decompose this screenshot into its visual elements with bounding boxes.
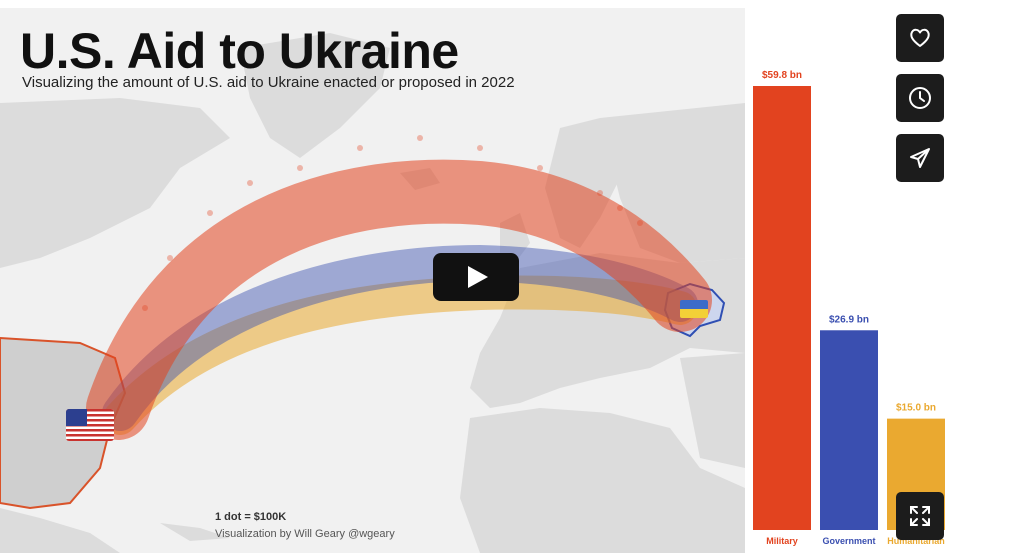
fullscreen-icon [910,506,930,526]
bar-government [820,330,878,530]
bar-value-label: $26.9 bn [829,314,869,325]
watch-later-button[interactable] [896,74,944,122]
play-button[interactable] [433,253,519,301]
bar-category-label: Military [766,536,798,546]
land-middle-east [680,353,745,468]
arc-dots [142,135,643,311]
credit-text: Visualization by Will Geary @wgeary [215,528,395,540]
bar-category-label: Humanitarian [887,536,945,546]
video-frame[interactable]: U.S. Aid to Ukraine Visualizing the amou… [0,8,948,553]
bar-military [753,86,811,530]
world-map: U.S. Aid to Ukraine Visualizing the amou… [0,8,745,553]
chart-title: U.S. Aid to Ukraine [20,23,459,79]
like-button[interactable] [896,14,944,62]
dot-scale-note: 1 dot = $100K [215,511,287,523]
land-greenland [240,33,390,158]
land-north-america-north [0,98,230,268]
clock-icon [909,87,931,109]
bar-value-label: $15.0 bn [896,403,936,414]
land-africa [460,408,745,553]
send-icon [910,148,930,168]
land-caribbean [160,523,230,541]
bar-category-label: Government [822,536,875,546]
fullscreen-button[interactable] [896,492,944,540]
heart-icon [910,28,930,47]
land-central-america [0,508,120,553]
ukraine-flag-icon [680,300,708,318]
chart-subtitle: Visualizing the amount of U.S. aid to Uk… [22,74,515,91]
arc-military [86,159,712,440]
bar-chart-svg: $59.8 bn Military $26.9 bn Government $15.0 … [753,70,945,546]
land-north-america [0,336,127,510]
map-svg [0,33,745,553]
share-button[interactable] [896,134,944,182]
bar-value-label: $59.8 bn [762,70,802,81]
us-flag-icon [66,409,114,441]
